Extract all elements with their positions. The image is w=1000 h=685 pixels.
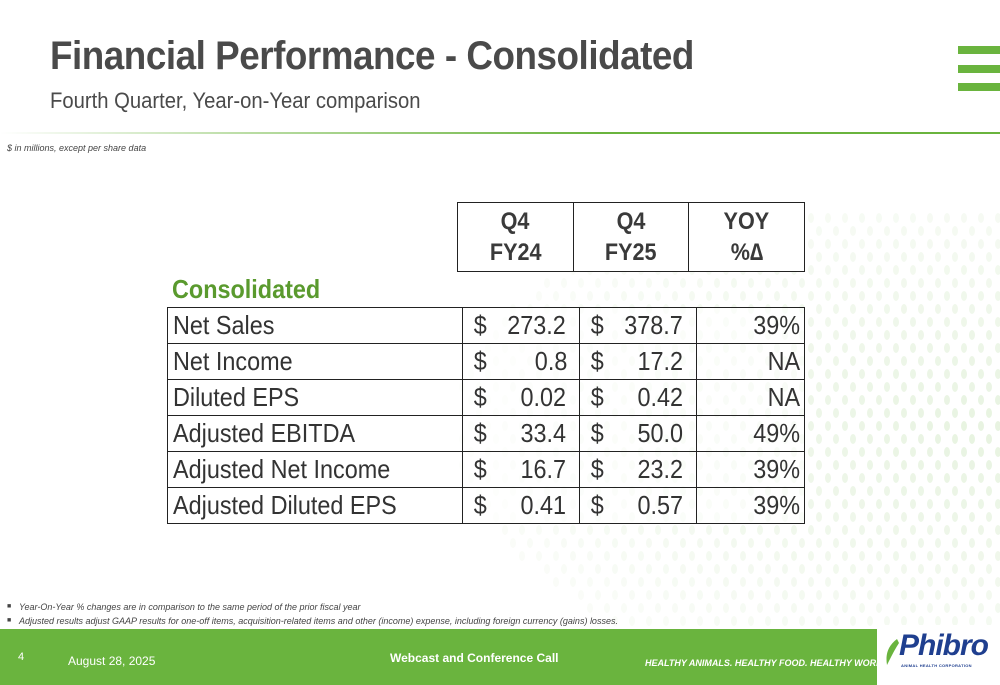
units-note: $ in millions, except per share data: [7, 143, 147, 153]
row-label: Net Income: [173, 346, 293, 376]
value-fy24: 0.02: [520, 382, 567, 412]
row-label: Adjusted Diluted EPS: [173, 490, 397, 520]
value-fy24: 0.41: [520, 490, 567, 520]
footnote-text: Year-On-Year % changes are in comparison…: [19, 602, 361, 612]
value-fy24: 33.4: [520, 418, 567, 448]
currency-symbol: $: [590, 418, 604, 448]
brand-stripes-icon: [958, 46, 1000, 92]
section-label-consolidated: Consolidated: [172, 274, 321, 304]
value-fy25: 23.2: [637, 454, 684, 484]
footnotes: ■ Year-On-Year % changes are in comparis…: [7, 600, 618, 628]
column-header-q4-fy25: Q4 FY25: [572, 203, 689, 271]
value-fy24: 0.8: [534, 346, 568, 376]
currency-symbol: $: [590, 454, 604, 484]
footer-event-title: Webcast and Conference Call: [390, 651, 559, 665]
value-fy25: 0.42: [637, 382, 684, 412]
footnote-item: ■ Adjusted results adjust GAAP results f…: [7, 614, 618, 628]
value-yoy: 49%: [753, 418, 800, 448]
currency-symbol: $: [473, 310, 487, 340]
currency-symbol: $: [473, 346, 487, 376]
row-label: Diluted EPS: [173, 382, 300, 412]
logo-subtitle: ANIMAL HEALTH CORPORATION: [901, 663, 972, 668]
table-row: Adjusted Net Income $16.7 $23.2 39%: [168, 451, 804, 487]
table-row: Diluted EPS $0.02 $0.42 NA: [168, 379, 804, 415]
footer-date: August 28, 2025: [68, 654, 156, 668]
column-header-box: Q4 FY24 Q4 FY25 YOY %∆: [457, 202, 805, 272]
value-fy24: 16.7: [520, 454, 567, 484]
row-label: Adjusted Net Income: [173, 454, 391, 484]
row-label: Adjusted EBITDA: [173, 418, 356, 448]
currency-symbol: $: [473, 382, 487, 412]
table-row: Net Sales $273.2 $378.7 39%: [168, 308, 804, 343]
column-header-q4-fy24: Q4 FY24: [489, 208, 542, 266]
logo-wordmark: Phibro: [899, 629, 989, 662]
table-row: Adjusted EBITDA $33.4 $50.0 49%: [168, 415, 804, 451]
page-subtitle: Fourth Quarter, Year-on-Year comparison: [50, 88, 421, 113]
footer-bar: 4 August 28, 2025 Webcast and Conference…: [0, 629, 1000, 685]
currency-symbol: $: [590, 346, 604, 376]
bullet-icon: ■: [7, 617, 12, 624]
value-yoy: 39%: [753, 310, 800, 340]
value-fy25: 17.2: [637, 346, 684, 376]
page-title: Financial Performance - Consolidated: [50, 34, 694, 78]
currency-symbol: $: [590, 310, 604, 340]
row-label: Net Sales: [173, 310, 275, 340]
value-fy25: 0.57: [637, 490, 684, 520]
column-header-yoy: YOY %∆: [688, 203, 804, 271]
table-row: Net Income $0.8 $17.2 NA: [168, 343, 804, 379]
value-yoy: NA: [767, 382, 800, 412]
value-yoy: 39%: [753, 490, 800, 520]
header-divider: [0, 132, 1000, 134]
financial-table: Net Sales $273.2 $378.7 39% Net Income $…: [167, 307, 805, 524]
value-fy24: 273.2: [507, 310, 566, 340]
value-yoy: 39%: [753, 454, 800, 484]
table-row: Adjusted Diluted EPS $0.41 $0.57 39%: [168, 487, 804, 523]
footnote-item: ■ Year-On-Year % changes are in comparis…: [7, 600, 618, 614]
currency-symbol: $: [590, 490, 604, 520]
bullet-icon: ■: [7, 603, 12, 610]
value-yoy: NA: [767, 346, 800, 376]
value-fy25: 50.0: [637, 418, 684, 448]
value-fy25: 378.7: [624, 310, 683, 340]
company-logo: Phibro ANIMAL HEALTH CORPORATION: [877, 625, 1000, 685]
footer-tagline: HEALTHY ANIMALS. HEALTHY FOOD. HEALTHY W…: [645, 658, 898, 668]
page-number: 4: [18, 651, 25, 663]
footnote-text: Adjusted results adjust GAAP results for…: [19, 616, 618, 626]
currency-symbol: $: [473, 454, 487, 484]
currency-symbol: $: [590, 382, 604, 412]
logo-leaf-icon: [886, 639, 899, 665]
currency-symbol: $: [473, 418, 487, 448]
currency-symbol: $: [473, 490, 487, 520]
